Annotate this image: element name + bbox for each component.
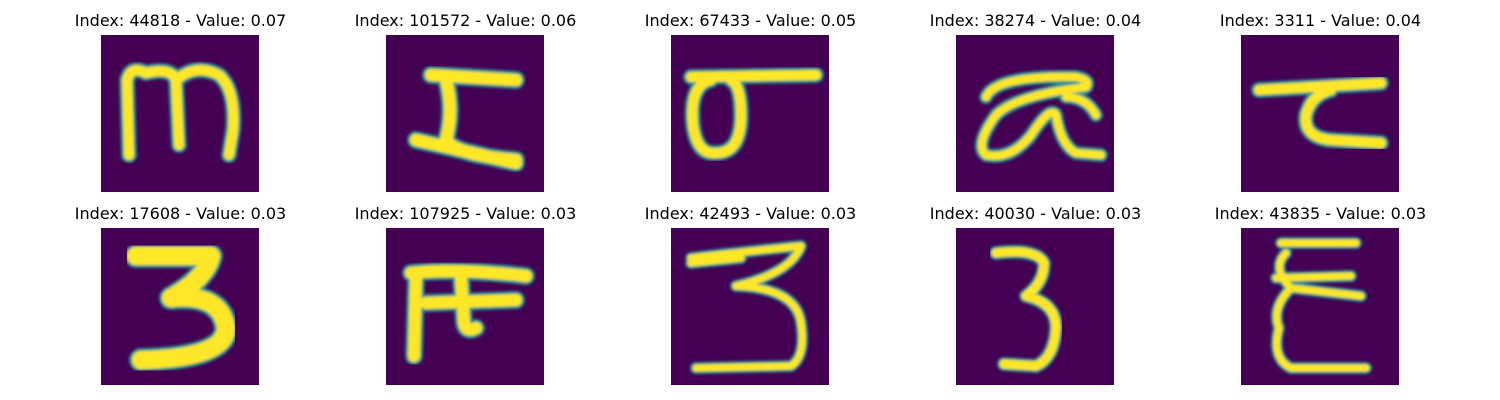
panel-title: Index: 3311 - Value: 0.04 <box>1178 11 1463 31</box>
digit-image <box>671 228 829 385</box>
panel-title: Index: 44818 - Value: 0.07 <box>38 11 323 31</box>
panel-title: Index: 40030 - Value: 0.03 <box>893 204 1178 224</box>
glyph-3-bold-image <box>101 228 259 385</box>
panel: Index: 101572 - Value: 0.06 <box>323 0 608 190</box>
digit-image <box>1241 35 1399 192</box>
panel-title: Index: 38274 - Value: 0.04 <box>893 11 1178 31</box>
panel: Index: 43835 - Value: 0.03 <box>1178 193 1463 383</box>
panel: Index: 42493 - Value: 0.03 <box>608 193 893 383</box>
panel-title: Index: 43835 - Value: 0.03 <box>1178 204 1463 224</box>
digit-image <box>386 228 544 385</box>
panel: Index: 40030 - Value: 0.03 <box>893 193 1178 383</box>
panel: Index: 17608 - Value: 0.03 <box>38 193 323 383</box>
panel: Index: 67433 - Value: 0.05 <box>608 0 893 190</box>
panel: Index: 44818 - Value: 0.07 <box>38 0 323 190</box>
digit-image <box>956 35 1114 192</box>
glyph-sigma-image <box>671 35 829 192</box>
panel-title: Index: 17608 - Value: 0.03 <box>38 204 323 224</box>
digit-image <box>101 228 259 385</box>
panel: Index: 3311 - Value: 0.04 <box>1178 0 1463 190</box>
glyph-3-image <box>671 228 829 385</box>
panel-title: Index: 42493 - Value: 0.03 <box>608 204 893 224</box>
digit-image <box>671 35 829 192</box>
digit-image <box>1241 228 1399 385</box>
glyph-z-image <box>386 35 544 192</box>
glyph-tau-image <box>1241 35 1399 192</box>
panel: Index: 107925 - Value: 0.03 <box>323 193 608 383</box>
panel-title: Index: 101572 - Value: 0.06 <box>323 11 608 31</box>
digit-image <box>956 228 1114 385</box>
glyph-m-image <box>101 35 259 192</box>
glyph-pi-image <box>386 228 544 385</box>
panel: Index: 38274 - Value: 0.04 <box>893 0 1178 190</box>
glyph-alpha-image <box>956 35 1114 192</box>
panel-title: Index: 67433 - Value: 0.05 <box>608 11 893 31</box>
glyph-epsilon-image <box>1241 228 1399 385</box>
digit-image <box>386 35 544 192</box>
digit-image <box>101 35 259 192</box>
panel-title: Index: 107925 - Value: 0.03 <box>323 204 608 224</box>
glyph-3-narrow-image <box>956 228 1114 385</box>
